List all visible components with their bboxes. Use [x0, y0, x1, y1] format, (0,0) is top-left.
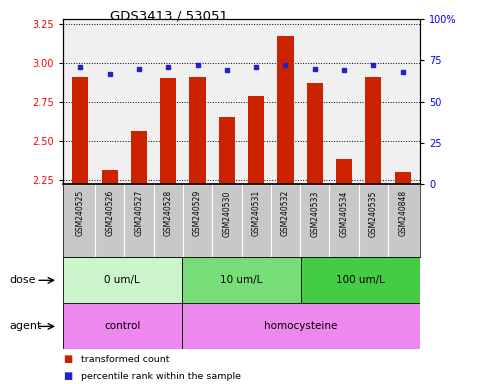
- Text: GSM240530: GSM240530: [222, 190, 231, 237]
- Bar: [277, 36, 294, 184]
- Bar: [395, 172, 411, 184]
- Text: 100 um/L: 100 um/L: [336, 275, 385, 285]
- Text: GSM240527: GSM240527: [134, 190, 143, 237]
- Text: ■: ■: [63, 354, 72, 364]
- Bar: [307, 83, 323, 184]
- Text: GSM240526: GSM240526: [105, 190, 114, 237]
- Bar: [63, 303, 182, 349]
- Bar: [131, 131, 147, 184]
- Text: GDS3413 / 53051: GDS3413 / 53051: [110, 10, 228, 23]
- Text: ■: ■: [63, 371, 72, 381]
- Text: control: control: [104, 321, 141, 331]
- Text: GSM240529: GSM240529: [193, 190, 202, 237]
- Bar: [336, 159, 352, 184]
- Bar: [301, 257, 420, 303]
- Text: 0 um/L: 0 um/L: [104, 275, 140, 285]
- Bar: [365, 77, 382, 184]
- Bar: [219, 118, 235, 184]
- Text: GSM240531: GSM240531: [252, 190, 261, 237]
- Bar: [63, 257, 182, 303]
- Text: agent: agent: [10, 321, 42, 331]
- Bar: [182, 303, 420, 349]
- Text: percentile rank within the sample: percentile rank within the sample: [81, 372, 241, 381]
- Text: homocysteine: homocysteine: [264, 321, 338, 331]
- Bar: [182, 257, 301, 303]
- Text: GSM240532: GSM240532: [281, 190, 290, 237]
- Text: dose: dose: [10, 275, 36, 285]
- Bar: [72, 77, 88, 184]
- Bar: [248, 96, 264, 184]
- Text: transformed count: transformed count: [81, 354, 170, 364]
- Text: GSM240533: GSM240533: [310, 190, 319, 237]
- Bar: [160, 78, 176, 184]
- Text: GSM240534: GSM240534: [340, 190, 349, 237]
- Text: GSM240528: GSM240528: [164, 190, 173, 236]
- Text: GSM240525: GSM240525: [76, 190, 85, 237]
- Bar: [189, 77, 206, 184]
- Bar: [101, 170, 118, 184]
- Text: GSM240848: GSM240848: [398, 190, 407, 236]
- Text: GSM240535: GSM240535: [369, 190, 378, 237]
- Text: 10 um/L: 10 um/L: [220, 275, 263, 285]
